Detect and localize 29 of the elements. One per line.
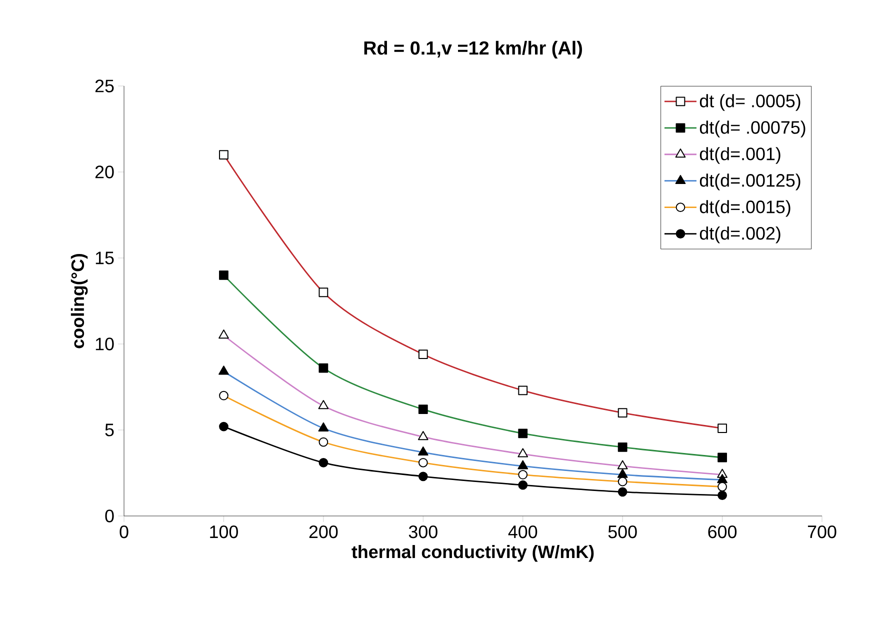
y-tick-label: 10	[96, 338, 114, 350]
point	[718, 490, 727, 500]
x-tick-label: 700	[808, 525, 836, 538]
y-tick-label: 20	[95, 166, 114, 178]
legend-label: dt(d=.001)	[700, 147, 780, 164]
legend-label: dt(d= .00075)	[700, 120, 806, 138]
y-tick-label: 5	[105, 424, 114, 436]
point	[618, 487, 628, 497]
x-tick-label: 400	[508, 525, 538, 538]
y-axis-title: cooling(°C)	[70, 254, 88, 348]
legend-label: dt(d=.00125)	[700, 174, 800, 190]
y-tick-label: 0	[105, 510, 114, 522]
x-tick-label: 300	[408, 525, 438, 538]
x-tick-label: 500	[608, 525, 637, 538]
chart-title: Rd = 0.1,v =12 km/hr (Al)	[364, 40, 582, 58]
y-tick-label: 25	[95, 80, 114, 92]
x-axis-title: thermal conductivity (W/mK)	[352, 545, 594, 562]
point	[219, 422, 228, 432]
x-tick-label: 200	[309, 525, 338, 538]
y-tick-label: 15	[96, 252, 114, 264]
x-tick-label: 100	[210, 525, 238, 538]
x-tick-label: 600	[708, 525, 737, 538]
legend-label: dt (d= .0005)	[700, 94, 800, 111]
x-tick-label: 0	[120, 525, 128, 538]
point	[518, 480, 528, 490]
point	[418, 472, 428, 482]
point	[318, 458, 328, 468]
legend-label: dt(d=.0015)	[700, 200, 790, 217]
legend-label: dt(d=.002)	[700, 226, 780, 244]
